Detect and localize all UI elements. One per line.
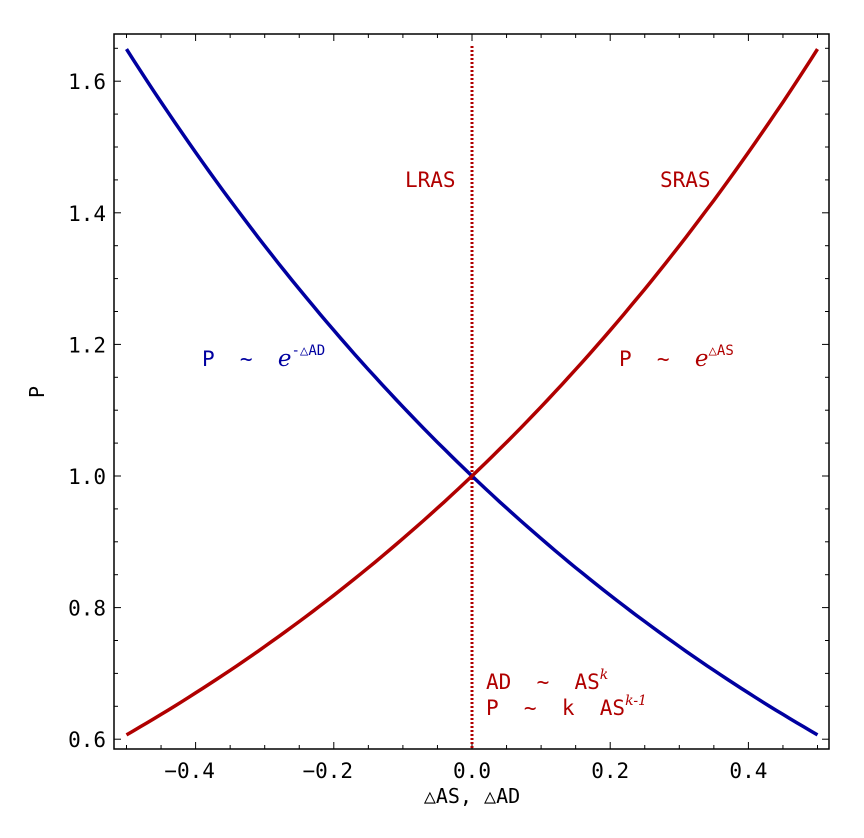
x-tick-label: −0.2 — [303, 759, 354, 783]
note-ad-as: AD ~ ASk — [486, 667, 608, 694]
lras-label: LRAS — [405, 168, 456, 192]
x-axis-title: △AS, △AD — [424, 784, 520, 808]
note1-exponent: k — [600, 667, 608, 683]
y-tick-label: 1.2 — [68, 333, 106, 357]
ad-formula-exponent: -△AD — [291, 343, 325, 359]
x-tick-label: 0.2 — [591, 759, 629, 783]
ad-formula-base: P ~ — [202, 347, 278, 371]
y-tick-label: 1.6 — [68, 70, 106, 94]
note2-exponent: k-1 — [625, 693, 647, 709]
axis-ticks — [114, 34, 829, 749]
note1-base: AD ~ AS — [486, 670, 600, 694]
y-tick-label: 0.6 — [68, 728, 106, 752]
note-p-as: P ~ k ASk-1 — [486, 693, 647, 720]
note2-base: P ~ k AS — [486, 696, 625, 720]
y-tick-label: 1.0 — [68, 465, 106, 489]
x-tick-label: 0.4 — [729, 759, 767, 783]
x-tick-label: −0.4 — [164, 759, 215, 783]
ad-formula-e: e — [278, 346, 292, 372]
y-axis-title: P — [25, 386, 49, 398]
as-formula-exponent: △AS — [708, 343, 733, 359]
y-tick-label: 1.4 — [68, 202, 106, 226]
as-formula-e: e — [695, 346, 709, 372]
sras-label: SRAS — [660, 168, 711, 192]
sras-curve — [125, 48, 819, 737]
y-tick-label: 0.8 — [68, 597, 106, 621]
as-formula: P ~ e△AS — [619, 343, 734, 372]
ad-formula: P ~ e-△AD — [202, 343, 325, 372]
tick-labels: −0.4 −0.2 0.0 0.2 0.4 0.6 0.8 1.0 1.2 1.4 1.6 — [68, 70, 767, 783]
x-tick-label: 0.0 — [453, 759, 491, 783]
as-formula-base: P ~ — [619, 347, 695, 371]
